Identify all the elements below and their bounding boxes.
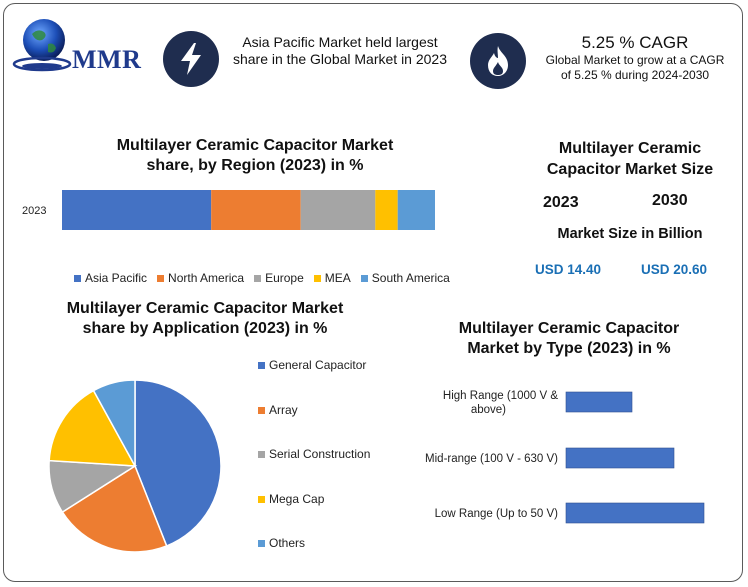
market-size-title: Multilayer Ceramic Capacitor Market Size — [546, 140, 714, 178]
legend-item-others: Others — [258, 536, 398, 581]
legend-swatch — [74, 274, 81, 282]
legend-swatch — [258, 451, 265, 459]
lightning-bolt-icon — [163, 31, 219, 87]
legend-item-serial-construction: Serial Construction — [258, 447, 398, 492]
legend-item-asia-pacific: Asia Pacific — [74, 271, 147, 285]
legend-item-north-america: North America — [157, 271, 244, 285]
type-bar-high-range-1000-v-above — [565, 391, 633, 413]
brand-logo-text: MMR — [72, 45, 142, 74]
market-size-value-2030: USD 20.60 — [641, 262, 708, 277]
legend-swatch — [157, 274, 165, 282]
legend-label: Array — [269, 402, 298, 417]
legend-label: North America — [168, 271, 245, 285]
application-pie-chart — [40, 370, 240, 560]
globe-icon — [12, 14, 72, 74]
category-label: 2023 — [22, 205, 46, 217]
pie-slice-mega-cap — [48, 389, 137, 467]
legend-label: South America — [371, 271, 450, 285]
legend-swatch — [258, 495, 265, 503]
region-chart-title: Multilayer Ceramic Capacitor Market shar… — [116, 137, 394, 174]
legend-item-mea: MEA — [313, 271, 351, 285]
legend-label: Asia Pacific — [85, 271, 148, 285]
type-bar-mid-range-100-v-630-v — [565, 447, 675, 469]
infographic-frame — [3, 3, 743, 582]
legend-item-mega-cap: Mega Cap — [258, 492, 398, 537]
legend-label: Mega Cap — [269, 491, 325, 506]
legend-swatch — [258, 362, 265, 369]
market-size-subtitle: Market Size in Billion — [557, 226, 703, 242]
highlight-text: Asia Pacific Market held largest share i… — [232, 34, 447, 67]
legend-label: Europe — [265, 271, 304, 285]
application-chart-title: Multilayer Ceramic Capacitor Market shar… — [66, 300, 344, 337]
bar-segment-europe — [300, 190, 376, 230]
legend-item-array: Array — [258, 403, 398, 448]
pie-slice-others — [92, 379, 136, 467]
type-bar-low-range-up-to-50-v — [565, 502, 705, 524]
bar-segment-south-america — [397, 190, 435, 230]
legend-swatch — [313, 274, 321, 282]
bar-segment-asia-pacific — [62, 190, 212, 230]
legend-label: General Capacitor — [269, 358, 367, 372]
type-chart-title: Multilayer Ceramic Capacitor Market by T… — [458, 320, 680, 357]
market-size-year-2023: 2023 — [543, 194, 579, 211]
type-category-label: Low Range (Up to 50 V) — [435, 508, 559, 520]
legend-label: Serial Construction — [269, 447, 371, 462]
pie-slice-general-capacitor — [134, 379, 222, 547]
legend-label: Others — [269, 536, 306, 551]
market-size-value-2023: USD 14.40 — [535, 262, 602, 277]
pie-slice-array — [61, 464, 168, 553]
legend-label: MEA — [324, 271, 351, 285]
legend-swatch — [258, 540, 265, 548]
legend-item-south-america: South America — [360, 271, 450, 285]
legend-swatch — [258, 406, 265, 414]
bar-segment-north-america — [211, 190, 301, 230]
legend-item-general-capacitor: General Capacitor — [258, 358, 398, 403]
flame-icon — [470, 33, 526, 89]
market-size-year-2030: 2030 — [652, 192, 688, 209]
region-legend: Asia Pacific North America Europe MEA South … — [74, 271, 460, 285]
cagr-text: Global Market to grow at a CAGR of 5.25 … — [545, 53, 725, 82]
type-category-label: High Range (1000 V & above) — [443, 390, 558, 416]
type-bar-chart: High Range (1000 V & above) Mid-range (100… — [400, 380, 740, 530]
application-legend: General Capacitor Array Serial Constructio… — [258, 358, 398, 581]
legend-swatch — [254, 274, 262, 282]
region-chart: 2023 Asia Pacific North America Europe MEA S… — [0, 180, 520, 290]
bar-segment-mea — [375, 190, 398, 230]
cagr-title: 5.25 % CAGR — [581, 33, 689, 52]
type-category-label: Mid-range (100 V - 630 V) — [425, 453, 558, 465]
legend-item-europe: Europe — [254, 271, 304, 285]
legend-swatch — [360, 274, 368, 282]
